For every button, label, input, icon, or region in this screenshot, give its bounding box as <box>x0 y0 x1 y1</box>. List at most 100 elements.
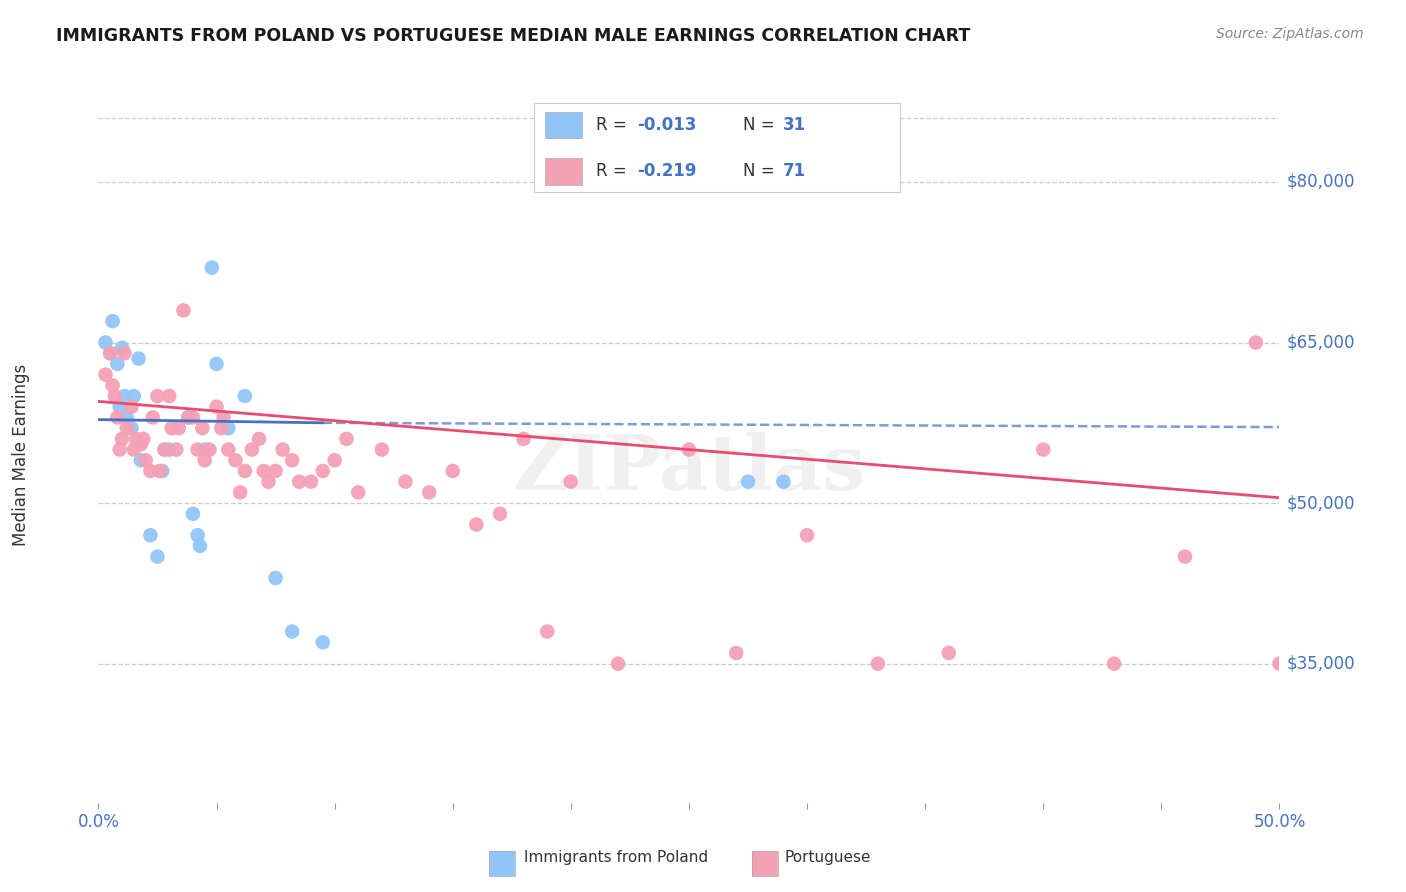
Point <box>224 453 246 467</box>
Point <box>129 437 152 451</box>
Point <box>264 571 287 585</box>
Point <box>233 464 256 478</box>
Point <box>201 260 224 275</box>
Point <box>105 357 128 371</box>
Point <box>796 528 818 542</box>
Point <box>938 646 960 660</box>
Point <box>139 464 162 478</box>
Point <box>312 635 335 649</box>
Point <box>678 442 700 457</box>
Point <box>94 335 117 350</box>
Point <box>172 303 194 318</box>
Point <box>247 432 270 446</box>
Point <box>112 346 135 360</box>
Point <box>512 432 534 446</box>
Point <box>167 421 190 435</box>
Point <box>115 410 138 425</box>
Point <box>112 389 135 403</box>
Point <box>98 346 121 360</box>
Text: Immigrants from Poland: Immigrants from Poland <box>524 850 709 864</box>
Point <box>187 528 209 542</box>
Point <box>1244 335 1267 350</box>
Point <box>441 464 464 478</box>
Point <box>194 453 217 467</box>
Point <box>139 528 162 542</box>
Point <box>1174 549 1197 564</box>
Point <box>121 421 143 435</box>
Point <box>1102 657 1125 671</box>
Point <box>101 314 124 328</box>
Point <box>108 400 131 414</box>
Point <box>772 475 794 489</box>
Point <box>132 432 155 446</box>
Point <box>394 475 416 489</box>
Text: R =: R = <box>596 116 633 134</box>
Point <box>323 453 346 467</box>
Point <box>253 464 276 478</box>
Point <box>98 346 121 360</box>
Point <box>312 464 335 478</box>
Text: 31: 31 <box>783 116 806 134</box>
Point <box>536 624 558 639</box>
Point <box>866 657 889 671</box>
Text: $50,000: $50,000 <box>1286 494 1355 512</box>
Point <box>153 442 176 457</box>
Point <box>157 442 180 457</box>
Point <box>157 389 180 403</box>
Point <box>128 351 150 366</box>
Point <box>111 432 134 446</box>
Point <box>233 389 256 403</box>
Point <box>560 475 582 489</box>
Point <box>181 507 204 521</box>
Point <box>465 517 488 532</box>
Point <box>1032 442 1054 457</box>
Point <box>198 442 221 457</box>
Point <box>489 507 512 521</box>
FancyBboxPatch shape <box>546 158 582 185</box>
Point <box>142 410 165 425</box>
Point <box>105 410 128 425</box>
Text: Median Male Earnings: Median Male Earnings <box>13 364 30 546</box>
Point <box>177 410 200 425</box>
Text: $65,000: $65,000 <box>1286 334 1355 351</box>
Point <box>229 485 252 500</box>
Point <box>101 378 124 392</box>
Point <box>212 410 235 425</box>
Point <box>271 442 294 457</box>
Point <box>165 442 187 457</box>
Text: R =: R = <box>596 162 633 180</box>
Point <box>181 410 204 425</box>
Point <box>281 624 304 639</box>
Point <box>187 442 209 457</box>
Point <box>146 549 169 564</box>
Point <box>737 475 759 489</box>
Point <box>217 421 239 435</box>
Point <box>418 485 440 500</box>
Point <box>217 442 239 457</box>
Point <box>94 368 117 382</box>
Point <box>335 432 357 446</box>
Point <box>108 442 131 457</box>
Point <box>122 442 145 457</box>
Point <box>194 442 217 457</box>
Point <box>240 442 263 457</box>
Text: IMMIGRANTS FROM POLAND VS PORTUGUESE MEDIAN MALE EARNINGS CORRELATION CHART: IMMIGRANTS FROM POLAND VS PORTUGUESE MED… <box>56 27 970 45</box>
Point <box>150 464 173 478</box>
Point <box>209 421 232 435</box>
Point <box>188 539 211 553</box>
Point <box>205 400 228 414</box>
Point <box>177 410 200 425</box>
Point <box>160 421 183 435</box>
Point <box>288 475 311 489</box>
Point <box>1268 657 1291 671</box>
Point <box>135 453 157 467</box>
FancyBboxPatch shape <box>546 112 582 138</box>
Text: $35,000: $35,000 <box>1286 655 1355 673</box>
Point <box>129 453 152 467</box>
Text: -0.013: -0.013 <box>637 116 696 134</box>
Text: -0.219: -0.219 <box>637 162 696 180</box>
Point <box>122 389 145 403</box>
Text: $80,000: $80,000 <box>1286 173 1355 191</box>
Point <box>104 389 127 403</box>
Text: Portuguese: Portuguese <box>785 850 872 864</box>
